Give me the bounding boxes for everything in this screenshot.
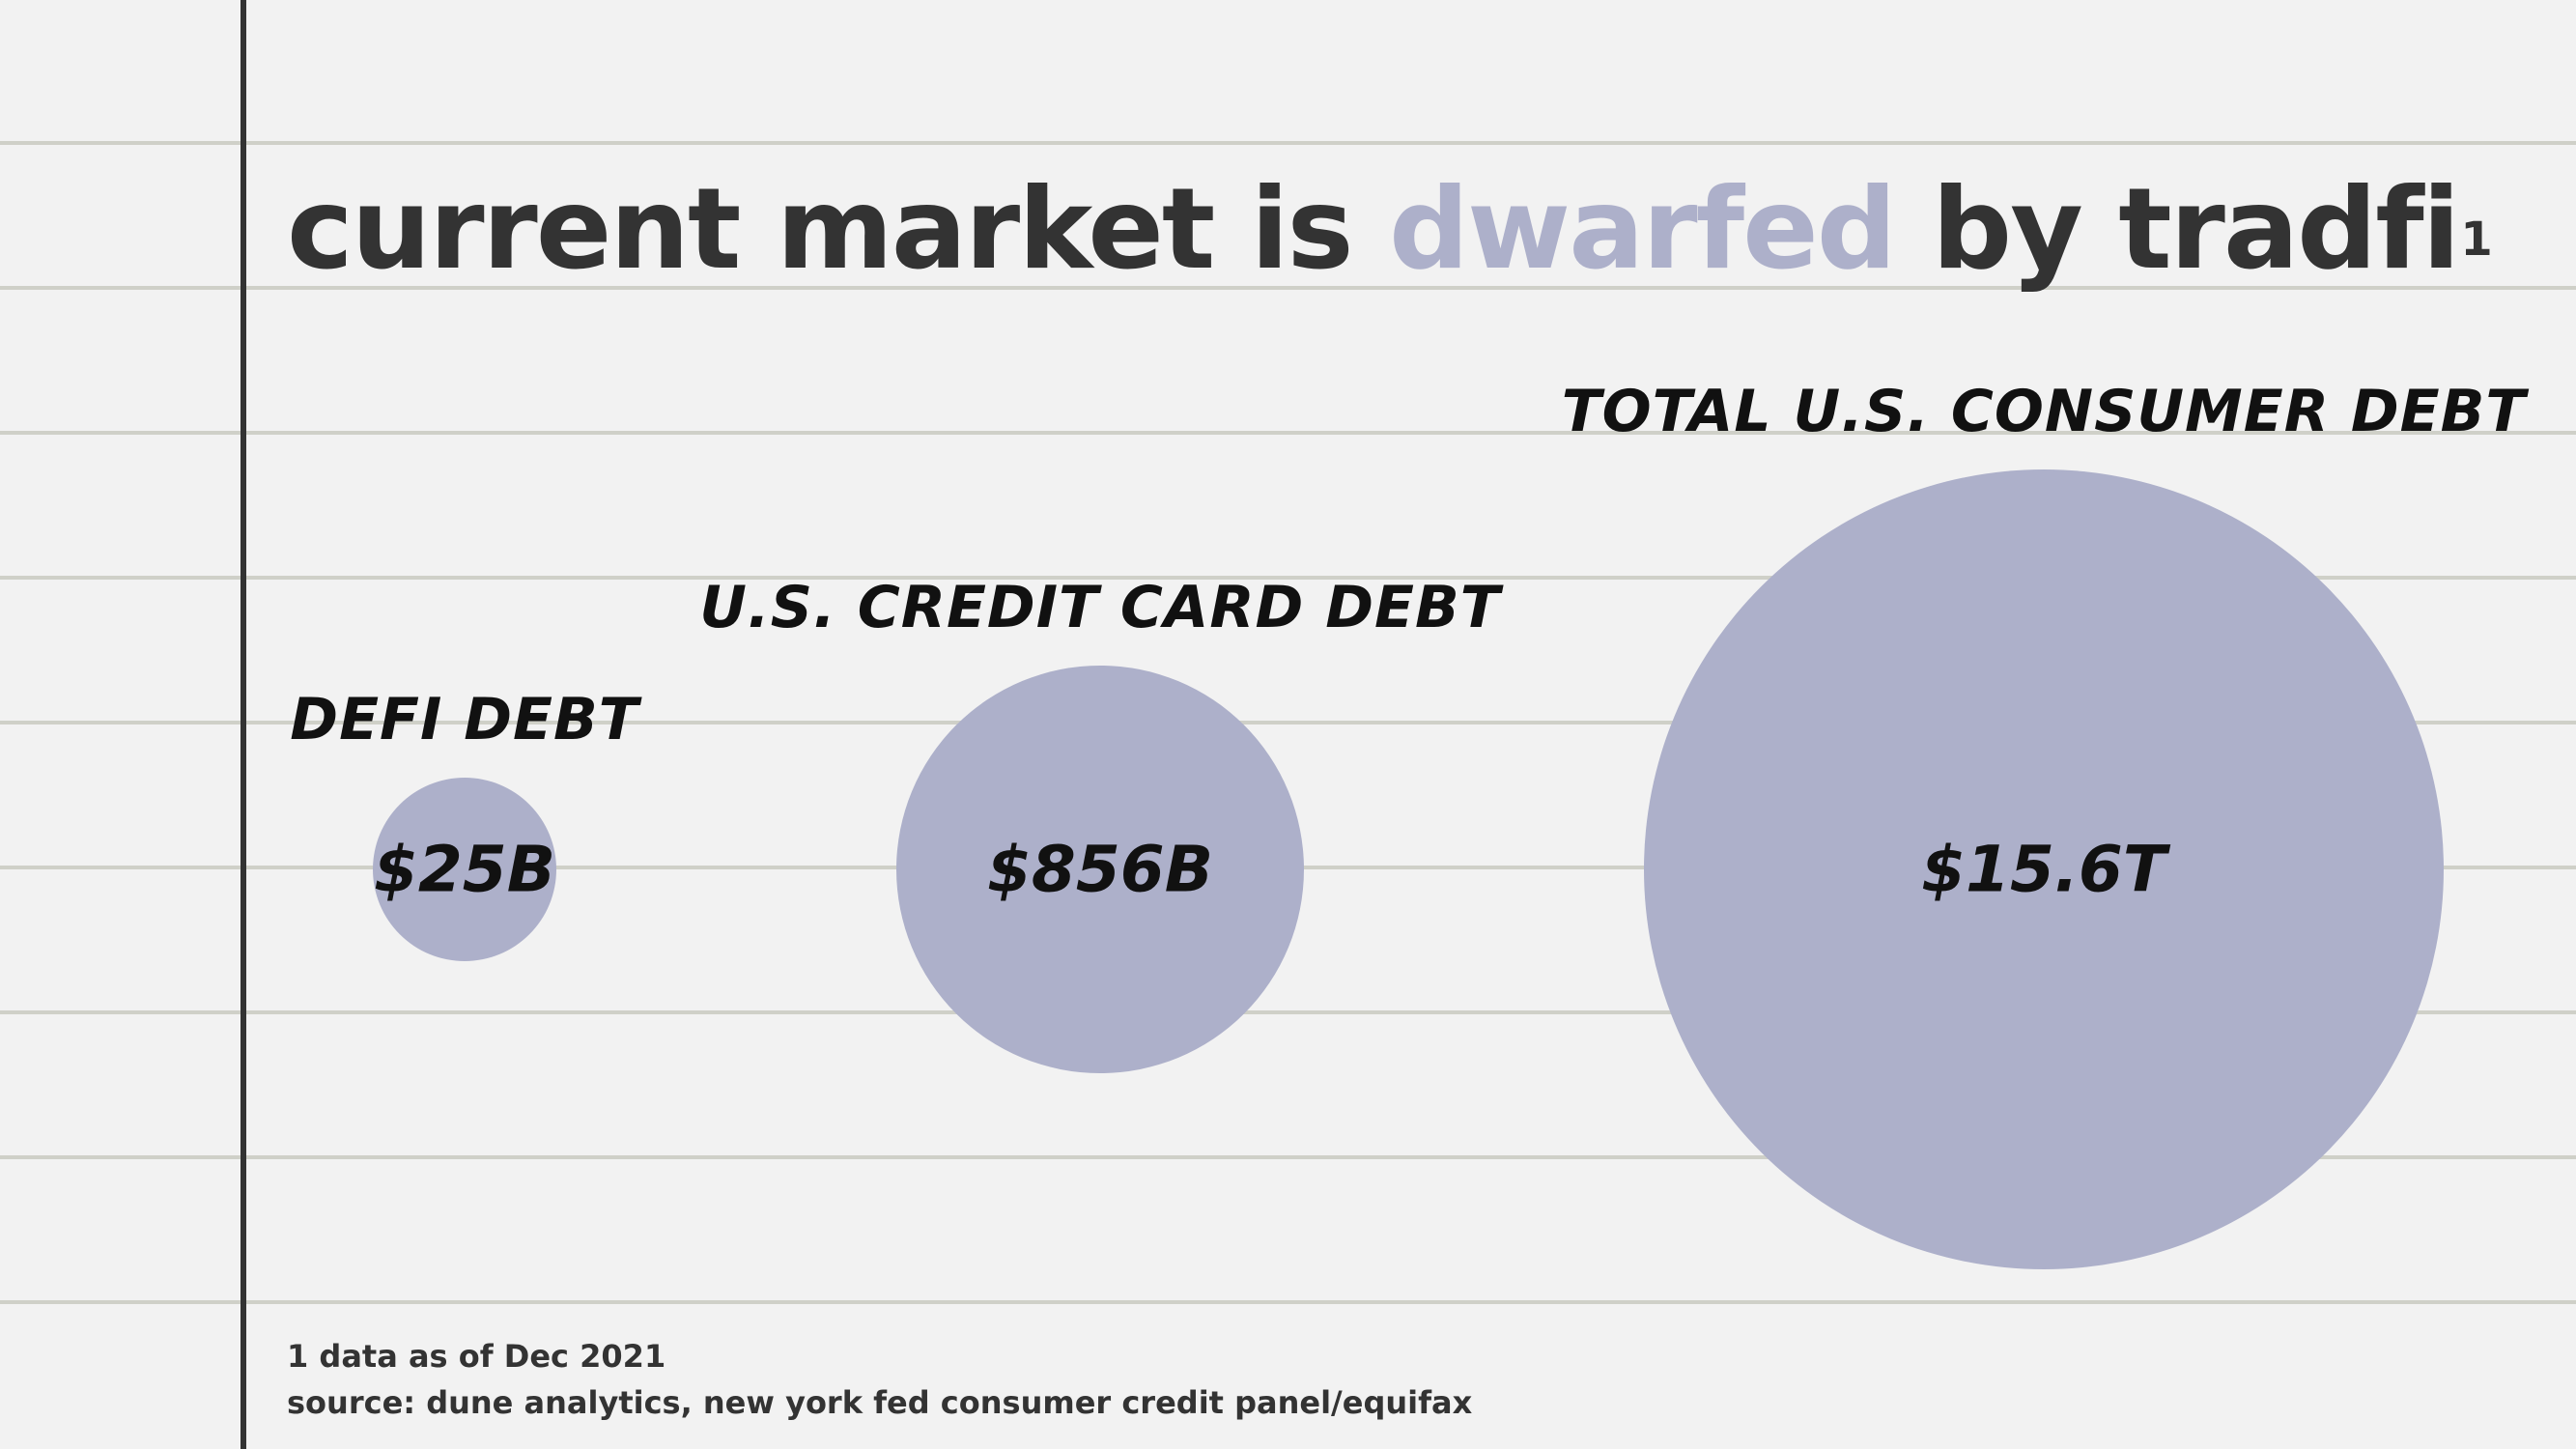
rule-line — [0, 1300, 2576, 1304]
title-part2: by tradfi — [1894, 164, 2460, 295]
bubble-total-u-s-consumer-debt — [1644, 469, 2444, 1269]
bubble-group-total-u-s-consumer-debt: $15.6T TOTAL U.S. CONSUMER DEBT — [1562, 378, 2530, 1269]
rule-line — [0, 431, 2576, 435]
title-part1: current market is — [287, 164, 1389, 295]
rule-line — [0, 576, 2576, 580]
rule-line — [0, 1155, 2576, 1159]
footnote-note: 1 data as of Dec 2021 — [287, 1338, 666, 1375]
title-footnote-marker: 1 — [2460, 213, 2492, 267]
page-title: current market is dwarfed by tradfi1 — [287, 162, 2493, 298]
margin-line — [241, 0, 246, 1449]
title-accent: dwarfed — [1388, 164, 1897, 295]
bubble-value-total-u-s-consumer-debt: $15.6T — [1921, 833, 2171, 907]
bubble-value-defi-debt: $25B — [374, 833, 555, 907]
bubble-label-u-s-credit-card-debt: U.S. CREDIT CARD DEBT — [699, 574, 1503, 641]
bubble-defi-debt — [373, 778, 556, 961]
bubble-label-defi-debt: DEFI DEBT — [290, 686, 642, 753]
rule-line — [0, 286, 2576, 290]
bubble-label-total-u-s-consumer-debt: TOTAL U.S. CONSUMER DEBT — [1562, 378, 2530, 445]
footnote-source: source: dune analytics, new york fed con… — [287, 1384, 1473, 1421]
rule-line — [0, 141, 2576, 145]
bubble-group-u-s-credit-card-debt: $856B U.S. CREDIT CARD DEBT — [699, 574, 1503, 1073]
rule-line — [0, 721, 2576, 724]
rule-line — [0, 1010, 2576, 1014]
bubble-u-s-credit-card-debt — [896, 666, 1304, 1073]
bubble-group-defi-debt: $25B DEFI DEBT — [290, 686, 642, 961]
bubble-value-u-s-credit-card-debt: $856B — [987, 833, 1213, 907]
